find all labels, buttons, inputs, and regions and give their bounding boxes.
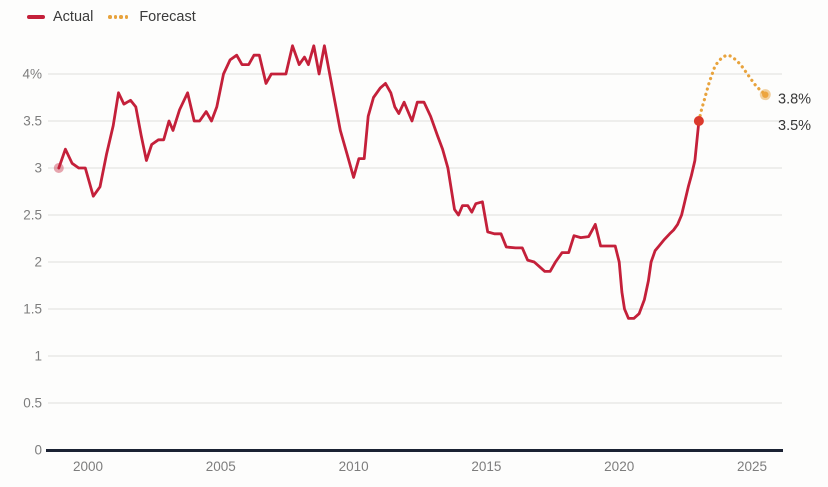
y-tick-label: 2.5 (23, 208, 42, 223)
y-tick-label: 4% (22, 67, 42, 82)
x-tick-label: 2025 (737, 459, 767, 474)
x-tick-label: 2005 (206, 459, 236, 474)
actual-start-marker (53, 163, 64, 173)
x-axis-line (46, 449, 783, 452)
actual-end-marker (693, 116, 704, 126)
actual-legend-label: Actual (53, 9, 94, 25)
y-tick-label: 2 (34, 255, 42, 270)
forecast-legend-label: Forecast (139, 9, 196, 25)
actual-legend-line-swatch (27, 15, 45, 19)
y-tick-label: 1 (34, 349, 42, 364)
x-tick-label: 2015 (471, 459, 501, 474)
y-tick-label: 1.5 (23, 302, 42, 317)
y-tick-label: 0 (34, 443, 42, 458)
forecast-end-value-label: 3.8% (778, 92, 811, 108)
actual-end-value-label: 3.5% (778, 118, 811, 134)
legend: Actual Forecast (27, 8, 196, 26)
x-tick-label: 2020 (604, 459, 634, 474)
forecast-legend-dots-swatch (108, 15, 130, 19)
forecast-line (697, 53, 767, 123)
y-tick-label: 0.5 (23, 396, 42, 411)
y-tick-label: 3.5 (23, 114, 42, 129)
forecast-end-marker (762, 91, 769, 98)
x-tick-label: 2000 (73, 459, 103, 474)
y-tick-label: 3 (34, 161, 42, 176)
actual-line (57, 44, 701, 320)
x-tick-label: 2010 (339, 459, 369, 474)
